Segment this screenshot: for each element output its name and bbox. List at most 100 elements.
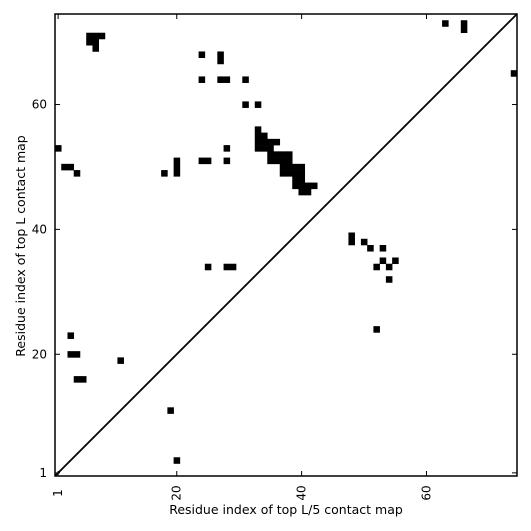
contact-cell [286,151,293,158]
contact-cell [67,163,75,171]
contact-cell [117,357,124,364]
contact-cell [161,170,168,177]
contact-cell [73,376,81,383]
contact-cell [460,26,468,34]
contact-cell [292,163,299,171]
contact-cell [223,263,231,271]
contact-cell [379,257,387,265]
contact-cell [204,263,212,271]
contact-cell [367,245,374,252]
contact-cell [385,263,393,271]
y-tick-label: 20 [32,347,47,361]
contact-cell [279,157,287,165]
contact-cell [173,163,181,171]
contact-cell [229,263,237,271]
contact-cell [254,145,262,152]
contact-cell [348,232,355,240]
contact-cell [217,76,224,83]
contact-cell [267,145,274,152]
contact-cell [217,51,224,58]
contact-cell [98,32,106,40]
y-tick-label: 40 [32,222,47,236]
contact-cell [267,157,274,165]
contact-cell [61,163,68,171]
contact-cell [298,170,306,177]
contact-cell [298,182,306,190]
contact-cell [373,326,380,333]
contact-cell [167,407,174,414]
contact-cell [261,132,268,140]
x-axis-ticks: 1 20 40 60 [51,14,433,501]
x-tick-label: 1 [51,489,65,497]
contact-cells [55,20,518,464]
y-axis-ticks: 1 20 40 60 [32,98,517,480]
contact-cell [86,38,93,46]
y-tick-label: 1 [39,466,47,480]
contact-cell [279,151,287,158]
contact-cell [267,138,274,146]
contact-cell [510,70,518,77]
y-tick-label: 60 [32,98,47,112]
contact-cell [298,176,306,183]
contact-cell [379,245,387,252]
contact-cell [254,138,262,146]
diagonal-line [54,13,518,477]
contact-cell [279,163,287,171]
contact-cell [292,170,299,177]
contact-cell [310,182,318,190]
contact-cell [198,76,206,83]
contact-cell [304,188,312,196]
contact-cell [92,45,99,52]
contact-cell [223,76,231,83]
contact-cell [460,20,468,27]
contact-cell [261,138,268,146]
contact-cell [279,170,287,177]
contact-cell [86,32,93,40]
contact-cell [254,132,262,140]
contact-cell [261,145,268,152]
contact-cell [242,101,249,108]
contact-cell [360,238,368,246]
contact-cell [273,138,281,146]
contact-cell [254,126,262,133]
plot-frame [54,13,518,477]
contact-cell [198,51,206,58]
contact-cell [79,376,87,383]
contact-cell [73,170,81,177]
contact-cell [442,20,449,27]
x-tick-label: 40 [295,485,309,500]
contact-cell [173,170,181,177]
contact-cell [242,76,249,83]
contact-cell [304,182,312,190]
contact-cell [223,157,231,165]
contact-cell [92,38,99,46]
contact-cell [173,457,181,464]
x-tick-label: 20 [170,485,184,500]
contact-cell [67,332,75,339]
contact-cell [348,238,355,246]
contact-cell [267,151,274,158]
contact-cell [392,257,399,265]
contact-cell [273,157,281,165]
contact-cell [385,276,393,283]
contact-cell [298,188,306,196]
y-axis-label: Residue index of top L contact map [13,135,28,356]
contact-cell [67,351,75,358]
contact-cell [286,163,293,171]
contact-cell [254,101,262,108]
contact-cell [286,157,293,165]
contact-cell [55,145,62,152]
contact-cell [286,170,293,177]
contact-cell [73,351,81,358]
contact-cell [217,57,224,65]
contact-cell [292,176,299,183]
contact-cell [223,145,231,152]
contact-cell [298,163,306,171]
contact-cell [173,157,181,165]
contact-cell [373,263,380,271]
contact-cell [198,157,206,165]
x-tick-label: 60 [419,485,433,500]
contact-cell [273,151,281,158]
x-axis-label: Residue index of top L/5 contact map [169,502,403,517]
contact-cell [204,157,212,165]
